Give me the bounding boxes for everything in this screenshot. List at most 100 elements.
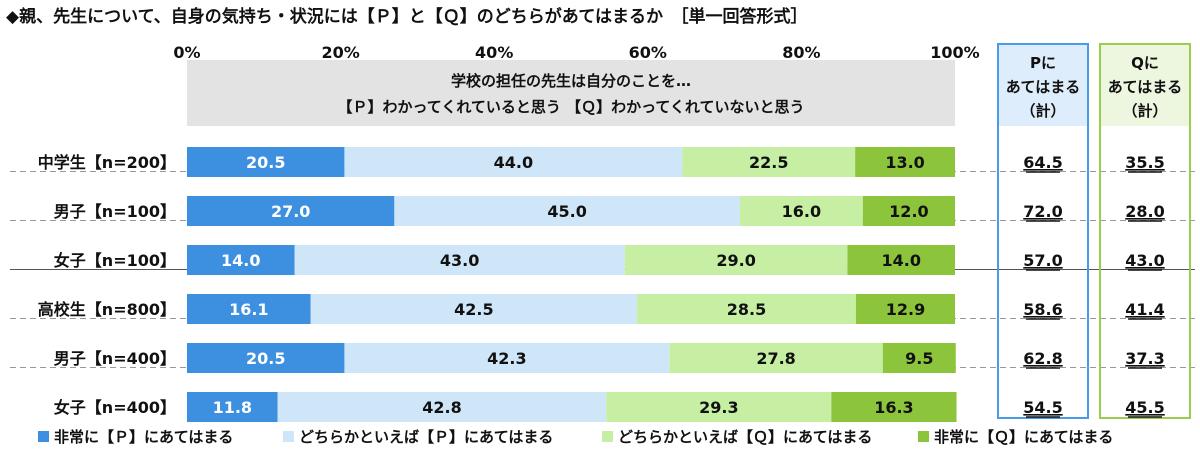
summary-value: 72.0 <box>1023 202 1062 221</box>
category-label: 男子【n=100】 <box>54 202 176 221</box>
legend-swatch <box>283 431 294 442</box>
summary-value: 43.0 <box>1125 251 1164 270</box>
data-label: 20.5 <box>246 349 285 368</box>
data-label: 42.3 <box>487 349 526 368</box>
legend-swatch <box>38 431 49 442</box>
summary-value: 58.6 <box>1023 300 1062 319</box>
summary-header-band <box>1101 45 1189 126</box>
legend-swatch <box>918 431 929 442</box>
bar-segment <box>847 245 955 275</box>
summary-value: 64.5 <box>1023 153 1062 172</box>
data-label: 14.0 <box>221 251 260 270</box>
bar-segment <box>187 392 278 422</box>
bar-segment <box>310 294 638 324</box>
bar-segment <box>606 392 832 422</box>
data-label: 12.9 <box>886 300 925 319</box>
data-label: 9.5 <box>905 349 933 368</box>
bar-segment <box>739 196 863 226</box>
category-label: 女子【n=100】 <box>54 251 176 270</box>
data-label: 29.3 <box>699 398 738 417</box>
bar-segment <box>187 196 395 226</box>
data-label: 12.0 <box>889 202 928 221</box>
x-axis-ticks: 0% 20% 40% 60% 80% 100% <box>173 43 979 62</box>
summary-header-text: Pに <box>1030 54 1056 72</box>
summary-value: 41.4 <box>1125 300 1164 319</box>
data-label: 20.5 <box>246 153 285 172</box>
bar-segment <box>637 294 856 324</box>
summary-header-text: あてはまる <box>1006 78 1080 96</box>
x-tick-label: 80% <box>782 43 820 62</box>
legend-label: どちらかといえば【Ｑ】にあてはまる <box>618 428 872 446</box>
category-labels: 中学生【n=200】男子【n=100】女子【n=100】高校生【n=800】男子… <box>38 153 176 417</box>
bar-segment <box>669 343 883 373</box>
data-label: 27.8 <box>756 349 795 368</box>
legend: 非常に【Ｐ】にあてはまる どちらかといえば【Ｐ】にあてはまる どちらかといえば【Ｑ】… <box>38 428 1113 446</box>
summary-value: 45.5 <box>1125 398 1164 417</box>
header-line-2: 【Ｐ】わかってくれていると思う 【Ｑ】わかってくれていないと思う <box>338 98 805 116</box>
data-label: 42.5 <box>454 300 493 319</box>
x-tick-label: 100% <box>930 43 979 62</box>
chart-title: ◆親、先生について、自身の気持ち・状況には【Ｐ】と【Ｑ】のどちらがあてはまるか … <box>6 6 808 27</box>
legend-label: 非常に【Ｑ】にあてはまる <box>934 428 1113 446</box>
data-label: 14.0 <box>881 251 920 270</box>
bar-segment <box>882 343 956 373</box>
data-label: 22.5 <box>749 153 788 172</box>
bar-series: 20.5 44.0 22.5 13.0 27.0 45.0 16.0 12.0 14.0 43.0… <box>187 147 957 422</box>
data-label: 45.0 <box>547 202 586 221</box>
bar-segment <box>187 147 345 177</box>
category-label: 女子【n=400】 <box>54 398 176 417</box>
bar-segment <box>277 392 607 422</box>
data-label: 11.8 <box>213 398 252 417</box>
bar-segment <box>344 147 683 177</box>
data-label: 43.0 <box>440 251 479 270</box>
summary-value: 57.0 <box>1023 251 1062 270</box>
x-tick-label: 0% <box>173 43 200 62</box>
summary-value: 62.8 <box>1023 349 1062 368</box>
data-label: 16.1 <box>229 300 268 319</box>
x-tick-label: 40% <box>475 43 513 62</box>
bar-segment <box>855 147 955 177</box>
bar-segment <box>187 294 311 324</box>
category-label: 男子【n=400】 <box>54 349 176 368</box>
data-label: 13.0 <box>885 153 924 172</box>
data-label: 27.0 <box>271 202 310 221</box>
summary-value: 35.5 <box>1125 153 1164 172</box>
summary-value: 54.5 <box>1023 398 1062 417</box>
bar-segment <box>831 392 957 422</box>
bar-segment <box>187 343 345 373</box>
bar-segment <box>187 245 295 275</box>
bar-segment <box>624 245 848 275</box>
summary-header-text: （計） <box>1020 102 1065 120</box>
bar-segment <box>682 147 856 177</box>
data-label: 42.8 <box>422 398 461 417</box>
legend-swatch <box>602 431 613 442</box>
bar-segment <box>394 196 740 226</box>
header-band <box>187 60 955 126</box>
summary-header-text: Qに <box>1131 54 1159 72</box>
x-tick-label: 20% <box>321 43 359 62</box>
summary-header-text: あてはまる <box>1108 78 1182 96</box>
summary-value: 28.0 <box>1125 202 1164 221</box>
bar-segment <box>862 196 955 226</box>
summary-column-frame <box>997 43 1089 419</box>
category-label: 中学生【n=200】 <box>38 153 176 172</box>
summary-value: 37.3 <box>1125 349 1164 368</box>
data-label: 29.0 <box>716 251 755 270</box>
data-label: 16.3 <box>874 398 913 417</box>
summary-header-text: （計） <box>1122 102 1167 120</box>
bar-segment <box>855 294 955 324</box>
summary-header-band <box>999 45 1087 126</box>
bar-segment <box>294 245 625 275</box>
category-label: 高校生【n=800】 <box>38 300 176 319</box>
header-line-1: 学校の担任の先生は自分のことを… <box>451 72 691 90</box>
data-label: 28.5 <box>727 300 766 319</box>
data-label: 44.0 <box>494 153 533 172</box>
bar-segment <box>344 343 670 373</box>
data-label: 16.0 <box>782 202 821 221</box>
summary-column-frame <box>1099 43 1191 419</box>
legend-label: どちらかといえば【Ｐ】にあてはまる <box>299 428 553 446</box>
legend-label: 非常に【Ｐ】にあてはまる <box>54 428 233 446</box>
x-tick-label: 60% <box>629 43 667 62</box>
